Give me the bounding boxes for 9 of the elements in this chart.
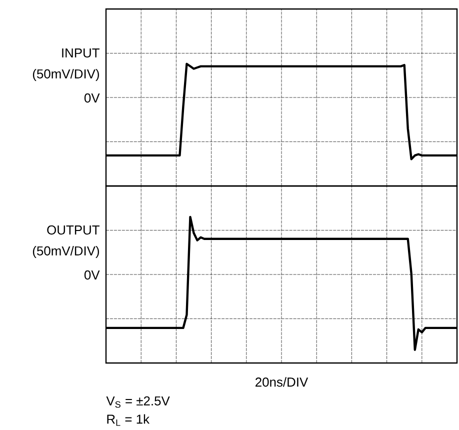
text: V$_{S}$ = ±2.5V — [106, 396, 170, 408]
text: (50mV/DIV) — [32, 246, 99, 258]
x-axis-title: 20ns/DIV — [256, 377, 308, 387]
text: 0V — [84, 93, 100, 103]
text: R$_{L}$ = 1k — [107, 414, 150, 426]
text: 0V — [84, 270, 100, 280]
text: (50mV/DIV) — [32, 68, 99, 82]
text: OUTPUT — [47, 225, 100, 235]
text: INPUT — [62, 48, 100, 58]
